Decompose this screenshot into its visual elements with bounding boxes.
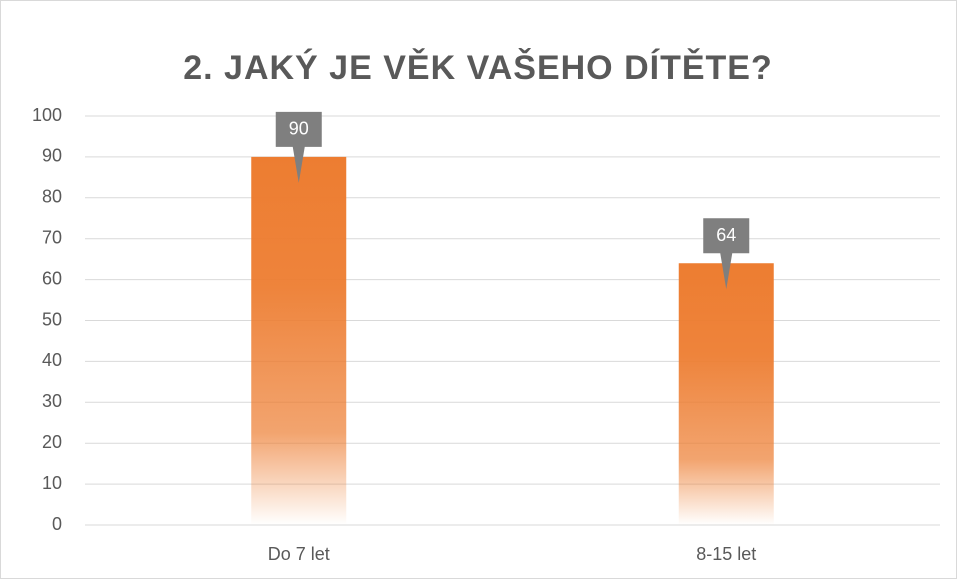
x-tick-label: Do 7 let: [268, 544, 330, 564]
y-tick-label: 30: [42, 391, 62, 411]
y-tick-label: 0: [52, 514, 62, 534]
y-tick-label: 20: [42, 432, 62, 452]
bar: [251, 156, 347, 525]
y-tick-label: 50: [42, 309, 62, 329]
data-label-callout: [275, 111, 322, 183]
y-tick-label: 80: [42, 187, 62, 207]
data-label: 90: [289, 119, 309, 139]
data-label-callout: [703, 218, 750, 290]
y-tick-label: 90: [42, 146, 62, 166]
y-tick-label: 100: [32, 105, 62, 125]
y-tick-label: 40: [42, 350, 62, 370]
chart-title: 2. JAKÝ JE VĚK VAŠEHO DÍTĚTE?: [183, 48, 773, 87]
bar: [678, 263, 774, 525]
y-tick-label: 10: [42, 473, 62, 493]
x-tick-label: 8-15 let: [696, 544, 756, 564]
data-label: 64: [716, 225, 736, 245]
y-tick-label: 70: [42, 227, 62, 247]
y-tick-label: 60: [42, 268, 62, 288]
